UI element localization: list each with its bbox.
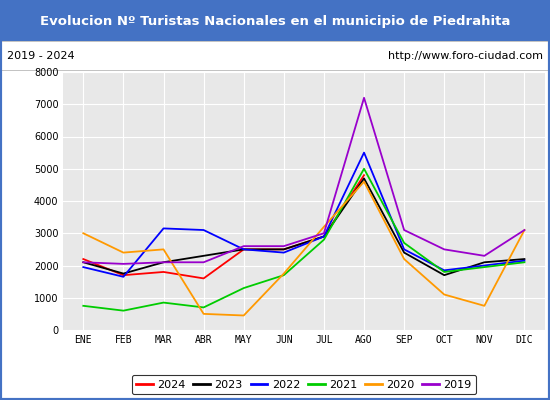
Text: Evolucion Nº Turistas Nacionales en el municipio de Piedrahita: Evolucion Nº Turistas Nacionales en el m… <box>40 14 510 28</box>
Legend: 2024, 2023, 2022, 2021, 2020, 2019: 2024, 2023, 2022, 2021, 2020, 2019 <box>132 375 476 394</box>
Text: 2019 - 2024: 2019 - 2024 <box>7 51 74 61</box>
Text: http://www.foro-ciudad.com: http://www.foro-ciudad.com <box>388 51 543 61</box>
